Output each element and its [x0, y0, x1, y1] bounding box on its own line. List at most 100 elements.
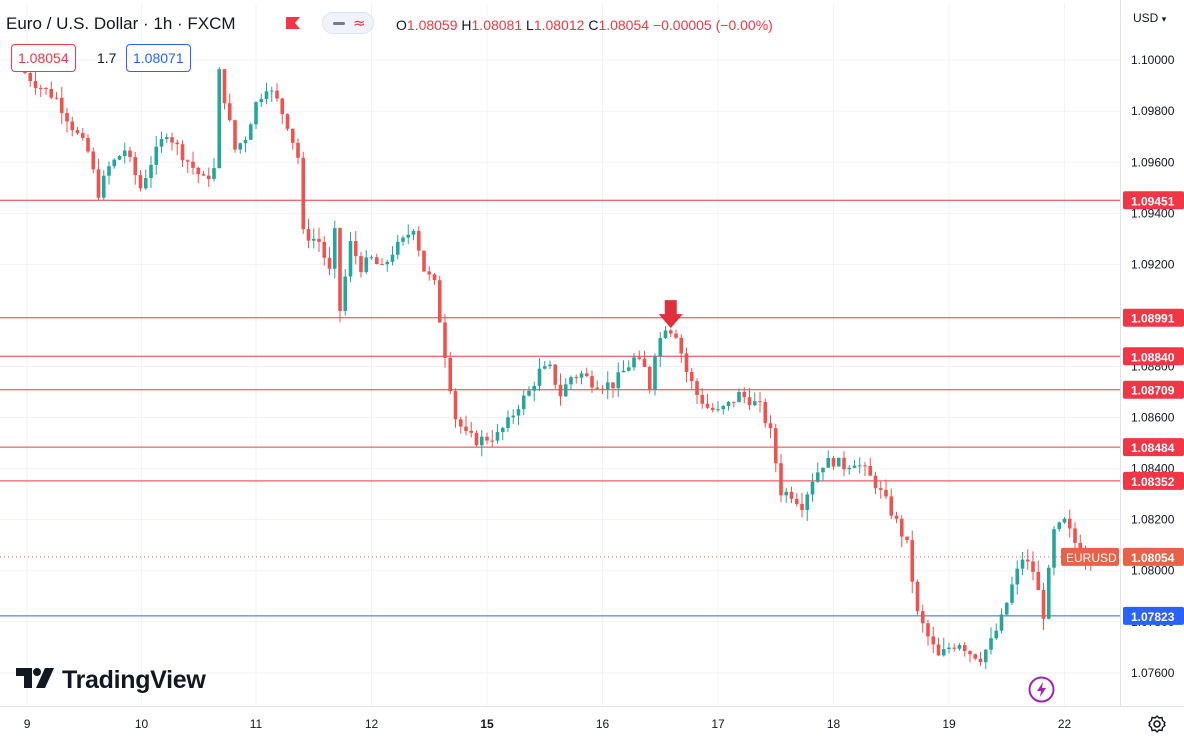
x-tick-label: 11	[250, 717, 263, 731]
candle-body	[784, 491, 789, 496]
level-price-label: 1.08840	[1131, 350, 1175, 364]
x-tick-label: 18	[827, 717, 841, 731]
symbol-tag-label: EURUSD	[1066, 551, 1117, 565]
candle-body	[359, 256, 363, 273]
candle-body	[296, 142, 300, 158]
candle-body	[243, 139, 248, 144]
candle-body	[674, 333, 678, 338]
candle-body	[322, 241, 327, 258]
candle-body	[873, 475, 878, 489]
lightning-icon[interactable]	[1028, 676, 1055, 703]
candle-body	[1046, 567, 1051, 619]
tradingview-logo-icon	[16, 668, 54, 688]
candle-body	[600, 388, 605, 390]
candle-body	[479, 436, 484, 446]
candle-body	[952, 647, 957, 649]
candle-body	[248, 124, 253, 140]
settings-gear-icon[interactable]	[1147, 714, 1167, 734]
minus-icon	[333, 22, 345, 25]
candle-body	[653, 356, 657, 390]
candle-body	[401, 237, 405, 242]
candle-body	[962, 645, 967, 652]
symbol-title[interactable]: Euro / U.S. Dollar · 1h · FXCM	[6, 14, 236, 33]
candle-body	[689, 372, 694, 382]
candle-body	[1004, 602, 1009, 615]
candle-body	[684, 353, 689, 373]
buy-price-button[interactable]: 1.08071	[126, 44, 191, 72]
candle-body	[527, 390, 531, 396]
candle-body	[763, 401, 768, 424]
candle-body	[632, 357, 636, 368]
candle-body	[154, 146, 159, 165]
candle-body	[968, 651, 972, 655]
candle-body	[164, 137, 169, 140]
candle-body	[621, 370, 626, 373]
candle-body	[789, 491, 794, 499]
candle-body	[338, 228, 342, 312]
y-tick-label: 1.09400	[1131, 206, 1175, 220]
candle-body	[1057, 522, 1062, 530]
x-tick-label: 10	[135, 717, 149, 731]
candlestick-series	[23, 61, 1093, 670]
candle-body	[989, 638, 993, 650]
candle-body	[1010, 584, 1014, 603]
candle-body	[574, 377, 579, 379]
candle-body	[521, 395, 526, 410]
x-tick-label: 16	[596, 717, 610, 731]
candle-body	[175, 142, 180, 145]
candle-body	[353, 241, 358, 257]
candle-body	[443, 322, 447, 359]
candle-body	[831, 457, 836, 467]
candle-body	[495, 432, 500, 441]
candle-body	[369, 257, 374, 259]
indicator-toggle[interactable]: ≈	[322, 12, 374, 34]
candle-body	[490, 440, 495, 442]
candle-body	[275, 90, 279, 99]
candle-body	[999, 614, 1004, 631]
candle-body	[983, 649, 988, 663]
level-price-tag	[1123, 191, 1184, 210]
x-tick-label: 17	[711, 717, 725, 731]
candle-body	[143, 178, 148, 189]
candle-body	[773, 428, 778, 464]
last-price-label: 1.08054	[1131, 551, 1175, 565]
currency-selector[interactable]: USD ▾	[1133, 11, 1167, 25]
candle-body	[343, 276, 348, 312]
symbol-tag	[1061, 547, 1119, 566]
candle-body	[101, 175, 106, 198]
level-price-tag	[1123, 606, 1184, 625]
candle-body	[75, 130, 80, 134]
candle-body	[301, 157, 306, 230]
candle-body	[532, 385, 537, 391]
candle-body	[1015, 568, 1020, 585]
level-price-tag	[1123, 347, 1184, 366]
candle-body	[70, 121, 75, 131]
candle-body	[863, 465, 867, 467]
candle-body	[805, 494, 810, 511]
flag-icon[interactable]	[285, 16, 301, 30]
candle-body	[894, 515, 899, 519]
candle-body	[742, 391, 747, 398]
chevron-down-icon: ▾	[1161, 14, 1167, 24]
candle-body	[306, 229, 311, 241]
level-price-label: 1.07823	[1131, 610, 1175, 624]
candle-body	[590, 376, 594, 388]
candle-body	[563, 384, 568, 397]
candle-body	[910, 540, 915, 582]
x-tick-label: 12	[365, 717, 379, 731]
candle-body	[290, 128, 295, 143]
candle-body	[280, 98, 285, 115]
candle-body	[86, 137, 90, 152]
y-tick-label: 1.08600	[1131, 411, 1175, 425]
candle-body	[500, 428, 505, 433]
candle-body	[222, 69, 227, 104]
candle-body	[737, 391, 741, 403]
candle-body	[821, 467, 825, 473]
candle-body	[38, 87, 43, 89]
candle-body	[1025, 559, 1030, 562]
sell-price-button[interactable]: 1.08054	[11, 44, 76, 72]
candle-body	[206, 175, 211, 180]
candle-body	[464, 426, 468, 431]
candle-body	[44, 87, 48, 89]
